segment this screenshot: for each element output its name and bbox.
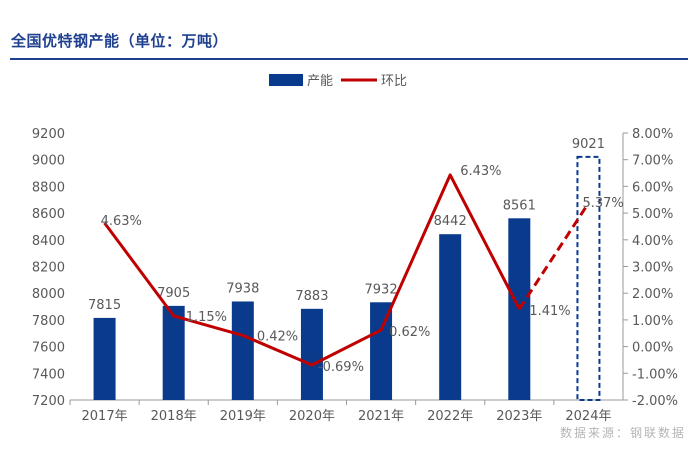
- line-value-label: 0.62%: [389, 325, 430, 340]
- right-tick-label: 5.00%: [632, 207, 673, 222]
- left-tick-label: 8600: [32, 207, 65, 222]
- right-tick-label: 1.00%: [632, 314, 673, 329]
- x-tick-label: 2017年: [82, 409, 128, 424]
- bar: [93, 317, 116, 400]
- source-note: 数据来源：钢联数据: [559, 426, 686, 440]
- line-value-label: 4.63%: [101, 214, 142, 229]
- bar-forecast: [576, 155, 601, 401]
- left-tick-label: 7800: [32, 314, 65, 329]
- line-value-label: 1.41%: [529, 304, 570, 319]
- bar: [300, 308, 323, 400]
- line-value-label: 5.37%: [582, 196, 623, 211]
- x-tick-label: 2019年: [220, 409, 266, 424]
- left-tick-label: 8800: [32, 180, 65, 195]
- right-tick-label: 0.00%: [632, 341, 673, 356]
- bar-value-label: 7938: [226, 281, 259, 296]
- x-tick-label: 2018年: [151, 409, 197, 424]
- bar-value-label: 7815: [88, 298, 121, 313]
- left-tick-label: 7200: [32, 394, 65, 409]
- line-value-label: 0.42%: [257, 329, 298, 344]
- left-tick-label: 9000: [32, 154, 65, 169]
- right-tick-label: 4.00%: [632, 234, 673, 249]
- x-tick-label: 2024年: [565, 409, 611, 424]
- right-tick-label: -1.00%: [632, 367, 678, 382]
- legend-bar-label: 产能: [307, 74, 333, 89]
- line-series-forecast: [518, 202, 590, 310]
- bar-value-label: 8442: [434, 214, 467, 229]
- left-tick-label: 9200: [32, 127, 65, 142]
- bar-value-label: 9021: [572, 137, 605, 152]
- right-tick-label: -2.00%: [632, 394, 678, 409]
- bar: [439, 234, 462, 400]
- line-series-actual: [103, 173, 521, 367]
- x-tick-label: 2020年: [289, 409, 335, 424]
- title-underline: [10, 58, 688, 60]
- bar-value-label: 7905: [157, 286, 190, 301]
- line-value-label: 6.43%: [460, 164, 501, 179]
- chart-title: 全国优特钢产能（单位：万吨）: [11, 32, 229, 50]
- line-value-label: -0.69%: [318, 360, 364, 375]
- bar-value-label: 7932: [365, 282, 398, 297]
- bar: [162, 305, 185, 400]
- left-tick-label: 7600: [32, 341, 65, 356]
- left-tick-label: 8200: [32, 261, 65, 276]
- right-tick-label: 2.00%: [632, 287, 673, 302]
- bar: [370, 302, 393, 400]
- legend-bar-swatch: [269, 74, 303, 86]
- line-value-label: 1.15%: [186, 310, 227, 325]
- x-tick-label: 2022年: [427, 409, 473, 424]
- bar: [231, 301, 254, 400]
- bar-value-label: 8561: [503, 198, 536, 213]
- left-tick-label: 7400: [32, 367, 65, 382]
- bar: [508, 218, 531, 400]
- left-tick-label: 8400: [32, 234, 65, 249]
- bar-value-label: 7883: [295, 289, 328, 304]
- left-tick-label: 8000: [32, 287, 65, 302]
- legend-line-label: 环比: [381, 74, 407, 89]
- right-tick-label: 8.00%: [632, 127, 673, 142]
- x-tick-label: 2021年: [358, 409, 404, 424]
- right-tick-label: 7.00%: [632, 154, 673, 169]
- x-tick-label: 2023年: [496, 409, 542, 424]
- right-tick-label: 6.00%: [632, 180, 673, 195]
- right-tick-label: 3.00%: [632, 261, 673, 276]
